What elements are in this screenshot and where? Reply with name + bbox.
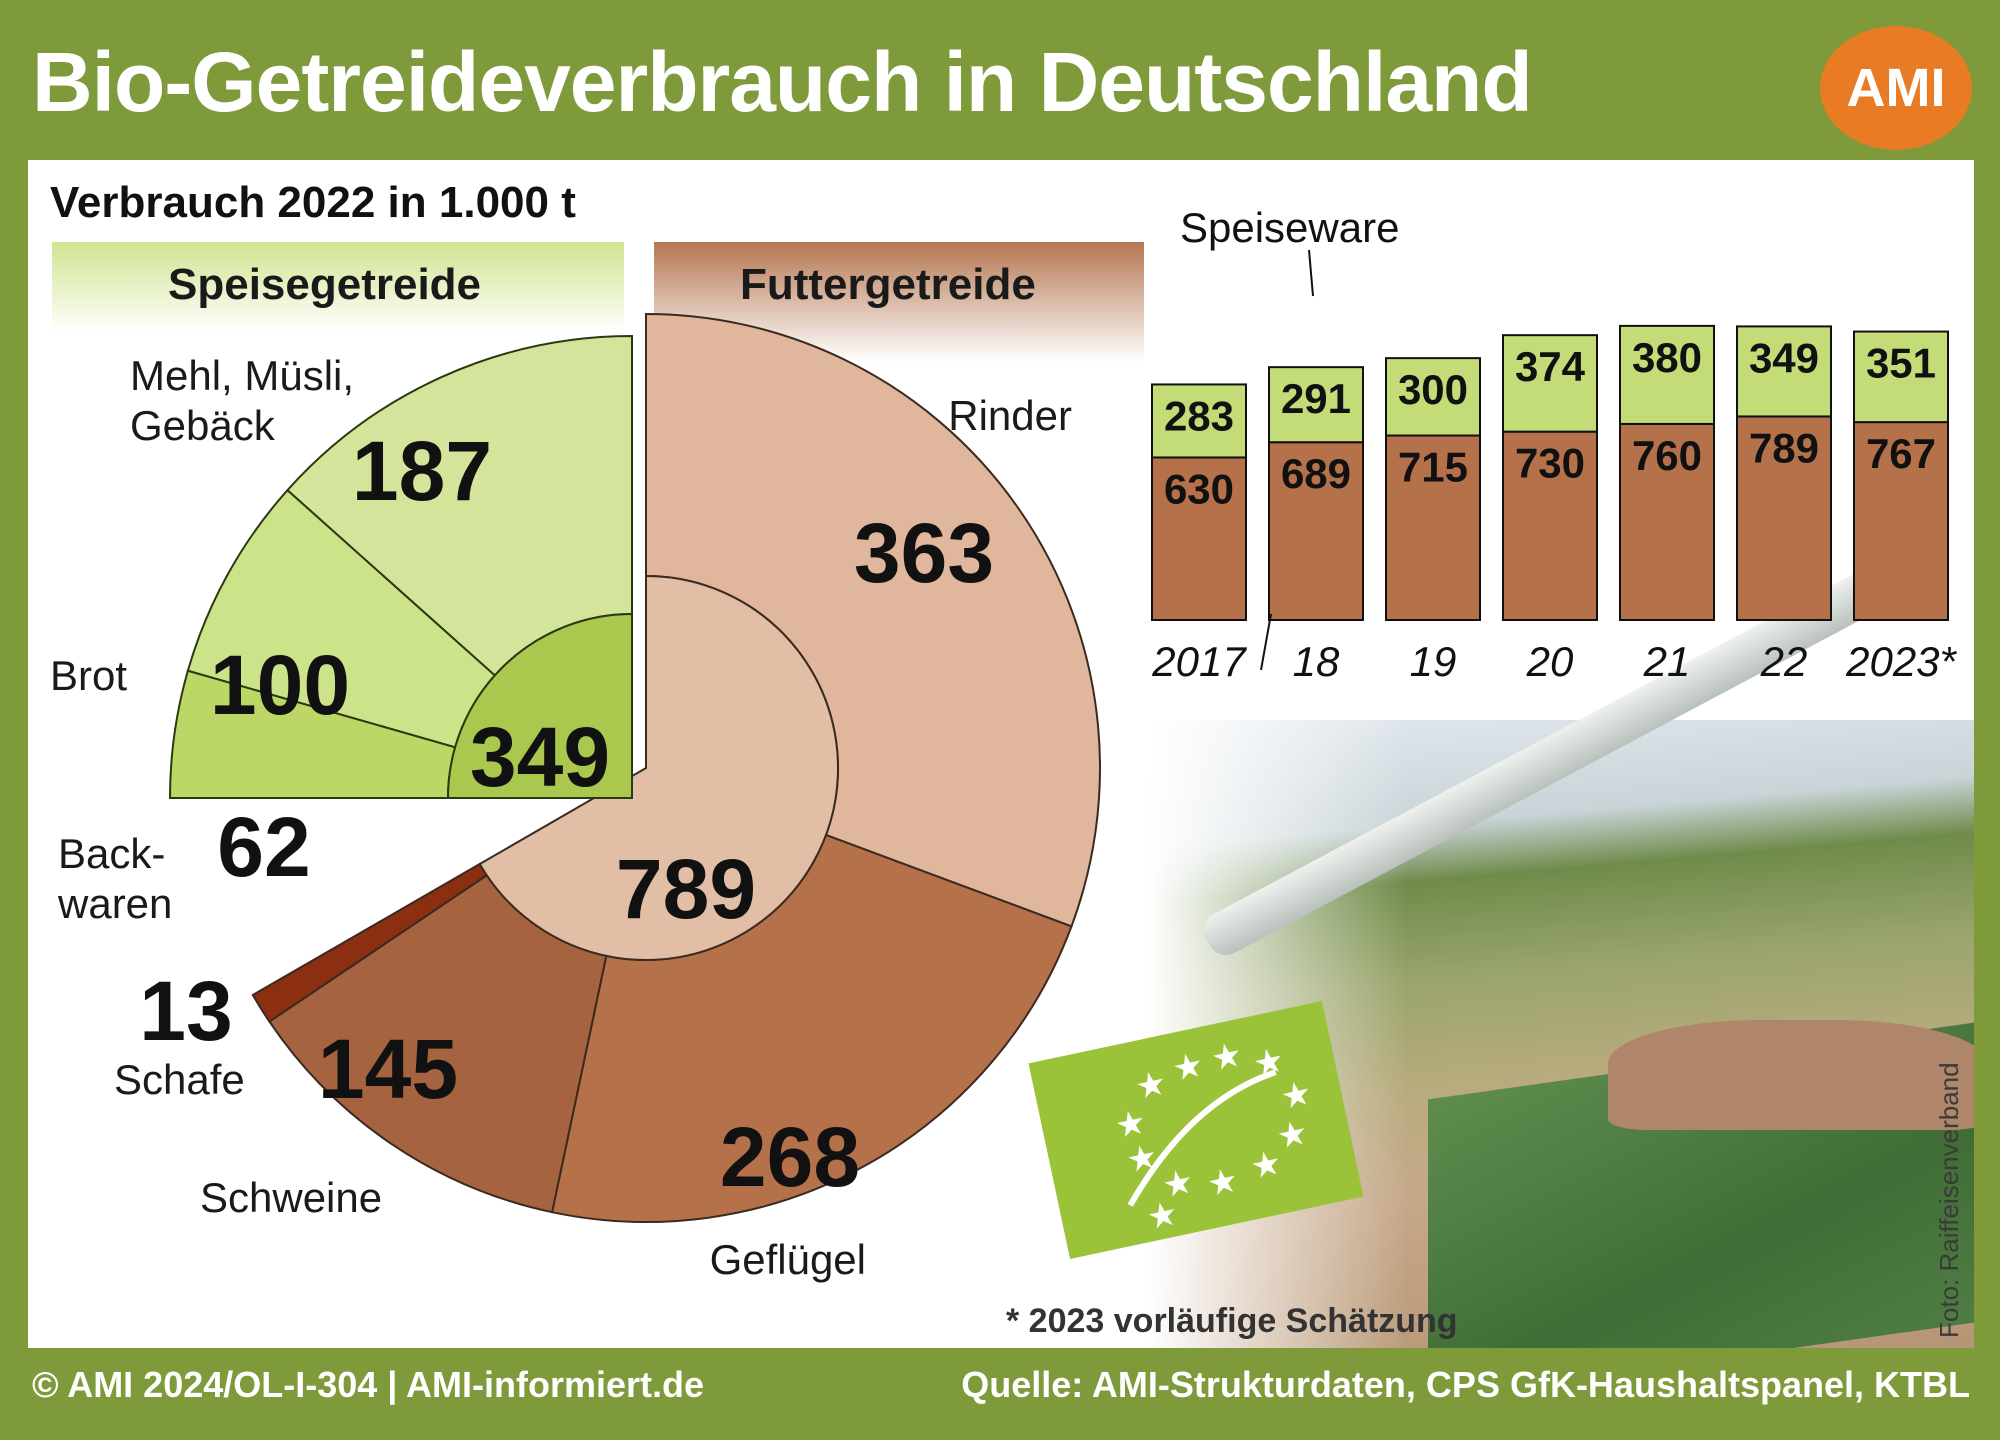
x-tick-label: 2017 — [1151, 638, 1247, 680]
futter-label-schafe: Schafe — [114, 1056, 245, 1103]
svg-text:★: ★ — [1132, 1064, 1170, 1108]
bar-speise — [1268, 366, 1364, 444]
bar-speise — [1385, 357, 1481, 437]
chart-subtitle: Verbrauch 2022 in 1.000 t — [50, 178, 576, 227]
svg-text:★: ★ — [1274, 1113, 1312, 1157]
speise-total-value: 349 — [470, 710, 610, 804]
svg-text:★: ★ — [1277, 1074, 1315, 1118]
x-tick-label: 22 — [1760, 638, 1808, 680]
futter-group-label: Futtergetreide — [740, 260, 1036, 309]
speise-total-core — [446, 612, 633, 799]
svg-text:★: ★ — [1250, 1041, 1288, 1085]
speise-label-mehl: Mehl, Müsli, Gebäck — [130, 352, 354, 449]
bar-futter — [1151, 456, 1247, 621]
bar-speise — [1619, 324, 1715, 425]
bar-futter — [1268, 441, 1364, 621]
x-tick-label: 18 — [1293, 638, 1340, 680]
svg-text:★: ★ — [1123, 1137, 1161, 1181]
x-tick-label: 21 — [1643, 638, 1691, 680]
futter-value-rinder: 363 — [854, 506, 994, 600]
futter-value-schweine: 145 — [318, 1022, 458, 1116]
bar-futter-value: 767 — [1866, 430, 1936, 477]
futter-label-rinder: Rinder — [948, 392, 1072, 439]
eu-organic-logo: ★ ★ ★ ★ ★ ★ ★ ★ ★ ★ ★ ★ — [1028, 1000, 1364, 1260]
bar-speise — [1502, 334, 1598, 433]
bar-speise — [1853, 330, 1949, 424]
speise-label-backwaren: Back-waren — [57, 830, 172, 927]
futter-value-schafe: 13 — [139, 964, 232, 1058]
photo-credit: Foto: Raiffeisenverband — [1934, 1062, 1964, 1338]
speise-group-label: Speisegetreide — [168, 260, 482, 309]
bar-futter-value: 760 — [1632, 432, 1702, 479]
bar-speise-value: 291 — [1281, 375, 1351, 422]
bar-futter-value: 689 — [1281, 450, 1351, 497]
svg-text:★: ★ — [1169, 1046, 1207, 1090]
bar-speise — [1151, 383, 1247, 459]
eu-leaf-icon: ★ ★ ★ ★★★ ★★★ ★★★ — [1112, 1035, 1315, 1238]
svg-text:★: ★ — [1247, 1143, 1285, 1187]
futter-label-gefluegel: Geflügel — [710, 1236, 866, 1283]
svg-text:★: ★ — [1159, 1162, 1197, 1206]
page-title: Bio-Getreideverbrauch in Deutschland — [32, 35, 1533, 129]
logo-text: AMI — [1847, 58, 1946, 118]
speise-label-brot: Brot — [50, 652, 127, 699]
bar-futter — [1385, 434, 1481, 621]
bar-futter-value: 630 — [1164, 465, 1234, 512]
x-tick-label: 20 — [1526, 638, 1574, 680]
x-tick-label: 2023* — [1845, 638, 1957, 680]
bar-speise-value: 300 — [1398, 366, 1468, 413]
bar-futter-value: 730 — [1515, 440, 1585, 487]
speise-value-backwaren: 62 — [217, 800, 310, 894]
bar-futter — [1619, 422, 1715, 621]
futter-total-core — [478, 574, 839, 961]
bar-speise-value: 351 — [1866, 340, 1936, 387]
legend-speiseware-leader — [1308, 249, 1314, 297]
svg-text:★: ★ — [1208, 1035, 1246, 1079]
bar-futter — [1502, 430, 1598, 621]
bar-futter — [1853, 421, 1949, 621]
photo-grain — [1608, 1020, 1974, 1130]
svg-text:★: ★ — [1204, 1161, 1242, 1205]
footnote: * 2023 vorläufige Schätzung — [1006, 1302, 1458, 1340]
speise-value-brot: 100 — [210, 638, 350, 732]
legend-speiseware: Speiseware — [1180, 204, 1399, 251]
futter-label-schweine: Schweine — [200, 1174, 382, 1221]
bar-speise-value: 283 — [1164, 392, 1234, 439]
legend-futtergetreide-leader — [1260, 613, 1272, 671]
futter-total-value: 789 — [616, 842, 756, 936]
bar-speise — [1736, 325, 1832, 418]
bar-speise-value: 374 — [1515, 343, 1586, 390]
futter-value-gefluegel: 268 — [720, 1110, 860, 1204]
ami-logo: AMI — [1820, 26, 1972, 150]
speise-header-box — [52, 242, 624, 332]
bar-futter-value: 789 — [1749, 424, 1819, 471]
x-tick-label: 19 — [1410, 638, 1457, 680]
footer-copyright: © AMI 2024/OL-I-304 | AMI-informiert.de — [32, 1364, 705, 1405]
bar-futter-value: 715 — [1398, 444, 1468, 491]
bar-chart: 283 630 2017 291 689 18 300 715 19 374 730 20 380 760… — [1151, 204, 1958, 680]
bar-speise-value: 380 — [1632, 334, 1702, 381]
speise-value-mehl: 187 — [352, 424, 492, 518]
svg-text:★: ★ — [1144, 1194, 1182, 1238]
svg-text:★: ★ — [1112, 1103, 1150, 1147]
footer-source: Quelle: AMI-Strukturdaten, CPS GfK-Haush… — [961, 1364, 1970, 1405]
bar-speise-value: 349 — [1749, 334, 1819, 381]
